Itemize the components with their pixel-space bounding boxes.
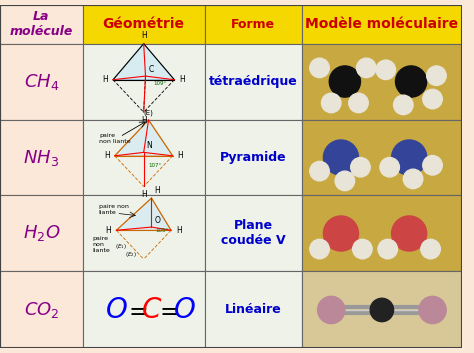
Circle shape [349,93,368,113]
Circle shape [378,239,398,259]
Text: $(E_2)$: $(E_2)$ [125,250,137,259]
Bar [0,120,83,196]
Text: H: H [102,75,108,84]
Bar [0,271,83,348]
Text: Pyramide: Pyramide [220,151,287,164]
Bar [83,196,205,271]
Circle shape [310,161,329,181]
Text: $=$: $=$ [124,298,148,322]
Text: H: H [141,116,146,125]
Text: $=$: $=$ [155,298,179,322]
Polygon shape [113,44,174,80]
Circle shape [356,58,376,78]
Circle shape [329,66,360,97]
Circle shape [351,157,370,177]
Circle shape [395,66,427,97]
Circle shape [321,93,341,113]
Text: Modèle moléculaire: Modèle moléculaire [305,17,458,31]
Circle shape [335,171,355,191]
Text: $O$: $O$ [173,296,196,324]
Polygon shape [116,198,171,230]
Bar [83,271,205,348]
Circle shape [427,66,446,85]
Polygon shape [115,120,173,156]
Bar [205,120,302,196]
Bar [83,43,205,120]
Circle shape [318,296,345,324]
Text: $O$: $O$ [105,296,128,324]
Text: La
molécule: La molécule [9,10,73,38]
Bar [0,5,83,43]
Circle shape [392,216,427,251]
Circle shape [419,296,446,324]
Circle shape [423,89,442,109]
Circle shape [380,157,400,177]
Circle shape [423,156,442,175]
Circle shape [376,60,395,79]
Text: C: C [148,65,154,74]
Text: H: H [155,186,160,195]
Bar [0,43,83,120]
Text: $H_2O$: $H_2O$ [23,223,60,244]
Text: H: H [106,226,111,235]
Bar [0,196,83,271]
Text: H: H [176,226,182,235]
Text: paire
non liante: paire non liante [100,133,131,144]
Text: tétraédrique: tétraédrique [209,75,298,88]
Text: paire
non
liante: paire non liante [92,237,110,253]
Text: O: O [155,216,160,225]
Text: (E): (E) [144,109,154,116]
Circle shape [393,95,413,115]
Bar [205,43,302,120]
Text: $CH_4$: $CH_4$ [24,72,59,91]
Bar [302,271,462,348]
Circle shape [310,58,329,78]
Text: Géométrie: Géométrie [103,17,185,31]
Bar [302,196,462,271]
Text: H: H [178,151,183,160]
Circle shape [370,298,393,322]
Circle shape [323,140,358,175]
Circle shape [310,239,329,259]
Text: 109°: 109° [153,82,166,86]
Text: $C$: $C$ [141,296,162,324]
Circle shape [403,169,423,189]
Text: $CO_2$: $CO_2$ [24,300,59,320]
Text: Linéaire: Linéaire [225,304,282,316]
Text: H: H [141,190,146,199]
Bar [302,5,462,43]
Bar [302,120,462,196]
Text: Forme: Forme [231,18,275,31]
Text: N: N [146,142,152,150]
Text: 105°: 105° [155,228,169,233]
Bar [302,43,462,120]
Text: paire non
liante: paire non liante [99,204,128,215]
Text: Plane
coudée V: Plane coudée V [221,220,286,247]
Text: 107°: 107° [148,163,162,168]
Bar [205,5,302,43]
Bar [205,196,302,271]
Bar [205,271,302,348]
Circle shape [353,239,372,259]
Circle shape [392,140,427,175]
Bar [83,120,205,196]
Text: H: H [141,31,146,40]
Circle shape [323,216,358,251]
Text: $NH_3$: $NH_3$ [23,148,59,168]
Text: H: H [179,75,185,84]
Circle shape [421,239,440,259]
Text: H: H [104,151,110,160]
Bar [83,5,205,43]
Text: $(E_1)$: $(E_1)$ [115,242,127,251]
